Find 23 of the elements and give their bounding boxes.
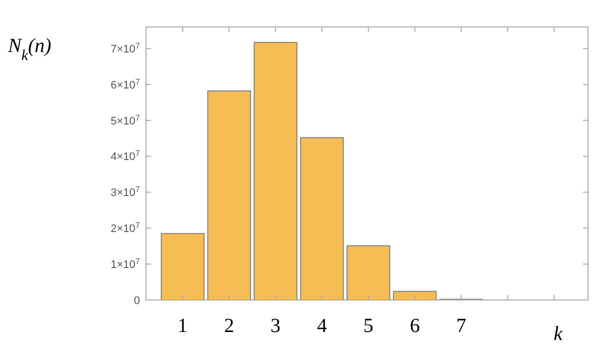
- bar: [207, 90, 251, 300]
- y-tick-label: 3×10$^{7}$: [110, 184, 140, 200]
- x-tick-label: 5: [363, 315, 374, 338]
- y-tick-label: 2×10$^{7}$: [110, 220, 140, 236]
- x-tick-label: 7: [456, 315, 466, 338]
- x-tick-label: 3: [270, 315, 281, 338]
- x-axis-title: k: [554, 323, 564, 345]
- bar: [160, 233, 205, 300]
- bar: [346, 245, 390, 300]
- y-axis-title: N$_{k}$(n): [7, 35, 52, 64]
- y-tick-label: 0: [134, 294, 140, 307]
- y-tick-label: 7×10$^{7}$: [110, 40, 140, 56]
- y-tick-label: 4×10$^{7}$: [110, 148, 140, 164]
- y-tick-label: 6×10$^{7}$: [110, 76, 140, 92]
- y-tick-label: 1×10$^{7}$: [110, 256, 140, 271]
- x-tick-label: 4: [316, 315, 327, 338]
- x-tick-label: 1: [178, 315, 188, 338]
- bar: [254, 42, 298, 300]
- bar: [392, 290, 437, 300]
- x-tick-label: 2: [224, 315, 234, 338]
- y-tick-label: 5×10$^{7}$: [110, 112, 140, 128]
- x-tick-label: 6: [410, 315, 420, 338]
- bar: [300, 137, 344, 300]
